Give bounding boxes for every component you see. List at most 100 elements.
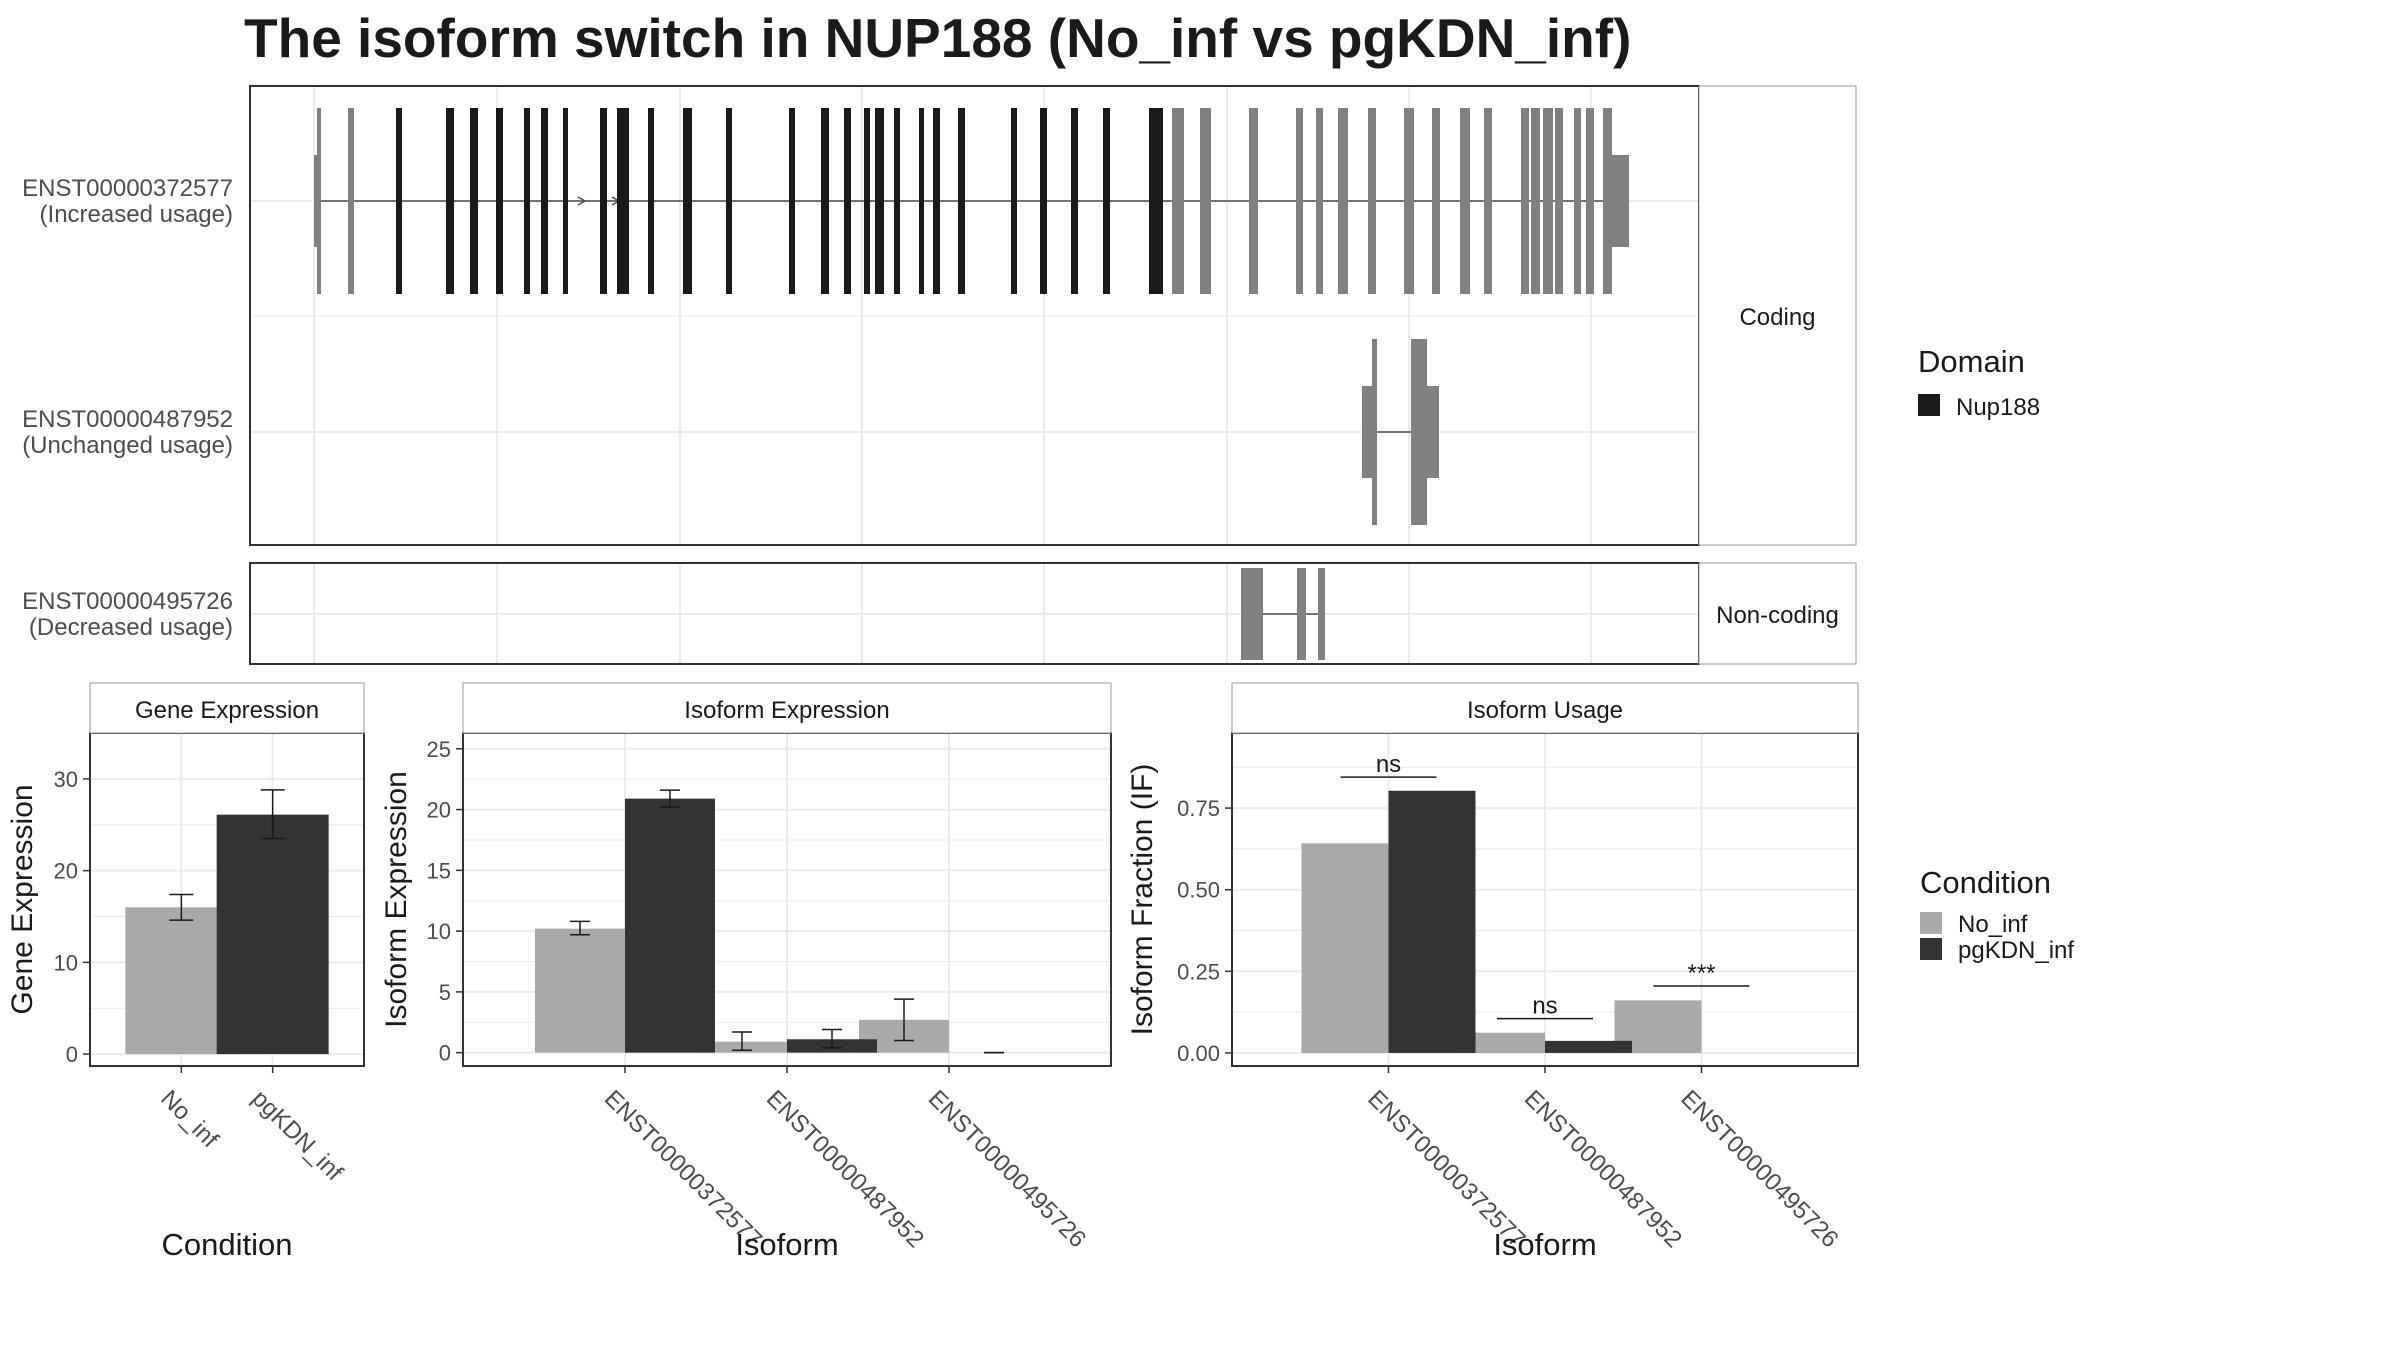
x-axis-title: Condition [162, 1227, 293, 1262]
exon [1432, 108, 1440, 294]
condition-legend: Condition No_inf pgKDN_inf [1920, 865, 2074, 964]
domain-exon [446, 108, 454, 294]
domain-exon [1011, 108, 1017, 294]
utr-exon [1612, 155, 1629, 247]
bar [535, 928, 625, 1053]
panel-strip [89, 682, 365, 734]
domain-exon [1103, 108, 1110, 294]
bar [1545, 1040, 1632, 1053]
x-axis-title: Isoform [1493, 1227, 1596, 1262]
exon [1200, 108, 1211, 294]
facet-strip [1698, 85, 1857, 546]
domain-exon [396, 108, 402, 294]
facet-strip [1698, 562, 1857, 665]
exon [1484, 108, 1492, 294]
y-tick-label: 0.75 [1177, 796, 1220, 821]
exon [1586, 108, 1594, 294]
facet-strip-label: Coding [1739, 304, 1815, 331]
exon [348, 108, 354, 294]
domain-exon [683, 108, 692, 294]
utr-exon [1427, 386, 1439, 478]
exon [1521, 108, 1529, 294]
y-tick-label: 0 [66, 1042, 78, 1067]
condition-legend-label-no-inf: No_inf [1958, 911, 2028, 938]
noncoding-exon [1318, 568, 1325, 660]
domain-exon [524, 108, 530, 294]
exon [1338, 108, 1348, 294]
panel-strip [462, 682, 1112, 734]
y-tick-label: 15 [427, 858, 451, 883]
domain-exon [470, 108, 478, 294]
domain-exon [821, 108, 829, 294]
domain-exon [1155, 108, 1163, 294]
bar-chart-panels: Gene Expression 0 10 20 30 No_inf pgKDN_inf Gen… [6, 682, 1859, 1262]
domain-legend-label-nup188: Nup188 [1956, 394, 2040, 421]
domain-exon [648, 108, 654, 294]
domain-exon [919, 108, 924, 294]
condition-legend-title: Condition [1920, 865, 2051, 900]
domain-exon [844, 108, 851, 294]
isoform-usage-label: (Decreased usage) [29, 614, 233, 641]
exon [1531, 108, 1540, 294]
panel-title: Isoform Expression [684, 697, 889, 724]
domain-legend-title: Domain [1918, 344, 2025, 379]
exon [1574, 108, 1581, 294]
y-tick-label: 0.00 [1177, 1041, 1220, 1066]
domain-exon [864, 108, 870, 294]
isoform-label: ENST00000487952 [22, 406, 233, 433]
y-tick-label: 5 [439, 980, 451, 1005]
y-tick-label: 0.50 [1177, 878, 1220, 903]
significance-label: ns [1376, 751, 1401, 778]
exon [1172, 108, 1184, 294]
significance-label: ns [1532, 993, 1557, 1020]
condition-legend-key-no-inf [1920, 912, 1942, 934]
x-tick-label: ENST00000495726 [1675, 1085, 1843, 1253]
exon [1603, 108, 1612, 294]
isoform-label: ENST00000495726 [22, 588, 233, 615]
x-tick-label: No_inf [155, 1085, 223, 1153]
condition-legend-key-pgkdn-inf [1920, 938, 1942, 960]
domain-exon [958, 108, 965, 294]
panel-title: Gene Expression [135, 697, 319, 724]
domain-legend-key-nup188 [1918, 394, 1940, 416]
domain-exon [894, 108, 900, 294]
exon [1372, 339, 1377, 525]
domain-exon [1071, 108, 1078, 294]
y-tick-label: 0.25 [1177, 959, 1220, 984]
exon [1404, 108, 1414, 294]
bar [625, 798, 715, 1053]
utr-exon [314, 155, 319, 247]
bar [1301, 843, 1389, 1053]
exon [1543, 108, 1553, 294]
domain-exon [620, 108, 629, 294]
bar [1388, 790, 1476, 1053]
exon [1555, 108, 1563, 294]
isoform-usage-label: (Unchanged usage) [22, 432, 233, 459]
domain-exon [726, 108, 732, 294]
isoform-label: ENST00000372577 [22, 175, 233, 202]
domain-exon [875, 108, 884, 294]
exon [317, 108, 321, 294]
domain-exon [600, 108, 607, 294]
transcript-structure-panel: Coding Non-coding ENST00000372577(Increase… [22, 85, 1857, 665]
y-axis-title: Isoform Expression [380, 771, 413, 1028]
y-axis-title: Isoform Fraction (IF) [1126, 764, 1159, 1036]
y-tick-label: 30 [54, 767, 78, 792]
exon [1296, 108, 1303, 294]
exon [1460, 108, 1470, 294]
isoform-usage-label: (Increased usage) [40, 201, 233, 228]
exon [1411, 339, 1427, 525]
domain-exon [1040, 108, 1047, 294]
domain-exon [933, 108, 940, 294]
bar [216, 814, 329, 1055]
y-tick-label: 10 [427, 919, 451, 944]
domain-legend: Domain Nup188 [1918, 344, 2040, 421]
utr-exon [1362, 386, 1372, 478]
y-tick-label: 20 [427, 798, 451, 823]
exon [1316, 108, 1323, 294]
domain-exon [1149, 108, 1157, 294]
exon [1368, 108, 1376, 294]
y-tick-label: 20 [54, 859, 78, 884]
domain-exon [541, 108, 548, 294]
